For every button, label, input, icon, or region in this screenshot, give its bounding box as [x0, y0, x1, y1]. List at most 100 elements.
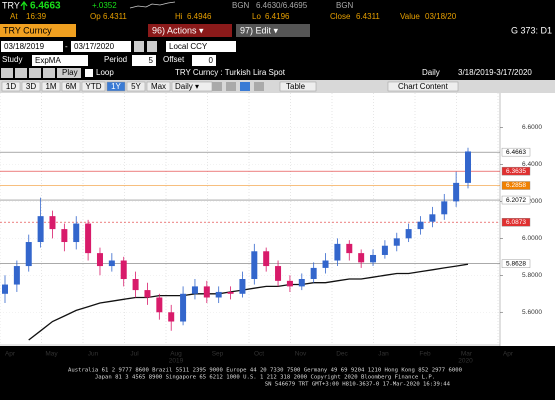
currency-select[interactable] [166, 41, 236, 52]
high-label: Hi [175, 12, 183, 21]
security: TRY Curncy [3, 25, 52, 35]
period-button[interactable] [126, 81, 146, 92]
x-tick-label: Dec [336, 351, 348, 358]
y-tick-label: 5.8000 [522, 272, 542, 279]
x-tick-label: Nov [295, 351, 307, 358]
quote: 6.4630/6.4695 [256, 1, 308, 10]
candle-body [275, 266, 282, 281]
candle-body [393, 238, 400, 246]
footer-line: Australia 61 2 9777 8600 Brazil 5511 239… [68, 368, 462, 374]
chart-content-button[interactable] [387, 81, 459, 92]
period-button[interactable] [21, 81, 41, 92]
end-button[interactable] [43, 68, 55, 78]
candle-body [73, 223, 80, 243]
candle-body [49, 216, 56, 230]
candle-body [227, 291, 234, 294]
level-tag [501, 181, 531, 190]
security-input[interactable] [0, 24, 76, 37]
loop: Loop [96, 68, 114, 77]
study: ExpMA [35, 56, 61, 65]
candle-body [251, 251, 258, 279]
level-tag [501, 147, 531, 157]
level-label: 6.0873 [506, 219, 526, 226]
edit: 97) Edit ▾ [240, 25, 279, 35]
bid-source: BGN [232, 1, 250, 10]
offset-label: Offset [163, 55, 185, 64]
period-button[interactable] [146, 81, 171, 92]
candle-body [239, 279, 246, 294]
candle-body [191, 286, 198, 294]
candle-body [263, 251, 270, 267]
play-button[interactable] [57, 68, 81, 78]
footer-line: SN 546679 TRT GMT+3:00 H810-3637-0 17-Ma… [265, 382, 451, 388]
loop-checkbox[interactable] [85, 69, 93, 77]
level-label: 6.3635 [506, 168, 526, 175]
period-button[interactable] [41, 81, 61, 92]
at-label: At [10, 12, 18, 21]
period-button[interactable] [1, 81, 21, 92]
up-arrow [20, 0, 28, 10]
study-select[interactable] [32, 55, 88, 66]
ask-source: BGN [336, 1, 354, 10]
table-button[interactable] [279, 81, 317, 92]
y-tick-label: 6.0000 [522, 235, 542, 242]
period-label: 1Y [111, 82, 121, 91]
candle-body [441, 201, 448, 215]
offset: 0 [209, 56, 214, 65]
back-button[interactable] [15, 68, 27, 78]
y-tick-label: 6.4000 [522, 161, 542, 168]
candle-body [120, 260, 127, 279]
footer-line: Japan 81 3 4565 8900 Singapore 65 6212 1… [95, 375, 435, 381]
period-input[interactable] [132, 55, 156, 66]
x-tick-label: Apr [503, 351, 514, 358]
open: 6.4311 [103, 12, 127, 21]
candle-body [286, 280, 293, 287]
chart-type-icon[interactable] [240, 82, 250, 91]
candle-body [453, 182, 460, 202]
candle-body [465, 151, 471, 183]
candle-body [96, 253, 103, 267]
candle-body [358, 253, 365, 263]
candle-body [322, 260, 329, 268]
draw-icon[interactable] [212, 82, 222, 91]
end-date-input[interactable] [71, 41, 131, 52]
ticker: TRY [2, 0, 20, 10]
table: Table [286, 82, 306, 91]
start-date-input[interactable] [1, 41, 63, 52]
y-tick-label: 6.6000 [522, 124, 542, 131]
offset-input[interactable] [192, 55, 216, 66]
x-tick-label: Jan [378, 351, 389, 358]
frequency-label: Daily ▾ [175, 82, 199, 91]
candle-body [168, 312, 175, 322]
end-date: 03/17/2020 [74, 42, 115, 51]
x-tick-label: Jul [130, 351, 139, 358]
level-tag [501, 166, 531, 176]
sparkline [129, 1, 176, 9]
period-label: YTD [86, 82, 102, 91]
draw-icon[interactable] [226, 82, 236, 91]
calendar-button[interactable] [147, 41, 157, 52]
period-label: Period [104, 55, 127, 64]
change: +.0352 [92, 1, 117, 10]
x-tick-label: Mar [461, 351, 473, 358]
y-tick-label: 5.6000 [522, 309, 542, 316]
frequency: Daily [422, 68, 440, 77]
period: 5 [149, 56, 154, 65]
rewind-button[interactable] [1, 68, 13, 78]
period-button[interactable] [106, 81, 126, 92]
draw-icon[interactable] [254, 82, 264, 91]
actions-button[interactable] [148, 24, 232, 37]
period-button[interactable] [81, 81, 106, 92]
candle-body [215, 291, 222, 298]
period-label: 5Y [131, 82, 141, 91]
candle-body [334, 243, 341, 261]
close: 6.4311 [356, 12, 380, 21]
footer: Australia 61 2 9777 8600 Brazil 5511 239… [68, 368, 462, 388]
candle-body [370, 254, 377, 263]
period-button[interactable] [61, 81, 81, 92]
calendar-button[interactable] [134, 41, 144, 52]
chart-content: Chart Content [398, 82, 449, 91]
forward-button[interactable] [29, 68, 41, 78]
candle-body [405, 229, 412, 239]
edit-button[interactable] [236, 24, 310, 37]
